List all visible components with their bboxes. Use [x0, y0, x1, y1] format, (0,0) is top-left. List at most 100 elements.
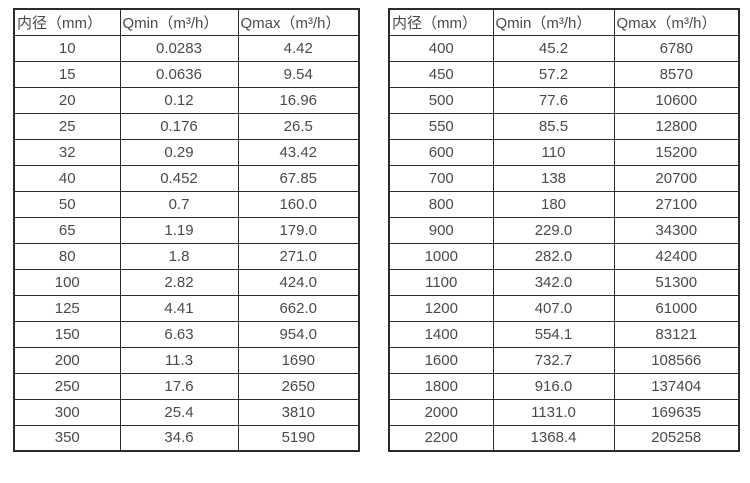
table-row: 1400 554.1 83121	[388, 320, 740, 348]
table-cell: 954.0	[237, 320, 360, 348]
table-cell: 1131.0	[492, 398, 615, 426]
table-cell: 20	[13, 86, 121, 114]
table-cell: 15200	[613, 138, 740, 166]
table-cell: 0.0636	[119, 60, 239, 88]
table-cell: 407.0	[492, 294, 615, 322]
table-cell: 0.452	[119, 164, 239, 192]
table-cell: 80	[13, 242, 121, 270]
column-header: 内径（mm）	[13, 8, 121, 36]
table-cell: 34.6	[119, 424, 239, 452]
column-header: Qmax（m³/h）	[613, 8, 740, 36]
table-cell: 229.0	[492, 216, 615, 244]
table-cell: 9.54	[237, 60, 360, 88]
table-cell: 83121	[613, 320, 740, 348]
table-cell: 1368.4	[492, 424, 615, 452]
column-header: Qmin（m³/h）	[492, 8, 615, 36]
table-cell: 350	[13, 424, 121, 452]
table-cell: 34300	[613, 216, 740, 244]
flow-table-large-diameters: 内径（mm） Qmin（m³/h） Qmax（m³/h） 400 45.2 6780 45…	[388, 8, 740, 452]
table-cell: 6.63	[119, 320, 239, 348]
table-cell: 65	[13, 216, 121, 244]
table-row: 20 0.12 16.96	[13, 86, 360, 114]
table-cell: 1100	[388, 268, 494, 296]
table-cell: 27100	[613, 190, 740, 218]
table-cell: 45.2	[492, 34, 615, 62]
table-cell: 4.41	[119, 294, 239, 322]
table-row: 1100 342.0 51300	[388, 268, 740, 296]
table-cell: 20700	[613, 164, 740, 192]
table-row: 200 11.3 1690	[13, 346, 360, 374]
table-cell: 43.42	[237, 138, 360, 166]
table-cell: 16.96	[237, 86, 360, 114]
table-cell: 100	[13, 268, 121, 296]
table-cell: 2000	[388, 398, 494, 426]
table-cell: 11.3	[119, 346, 239, 374]
table-row: 300 25.4 3810	[13, 398, 360, 426]
table-cell: 77.6	[492, 86, 615, 114]
table-cell: 732.7	[492, 346, 615, 374]
table-cell: 554.1	[492, 320, 615, 348]
table-cell: 450	[388, 60, 494, 88]
table-row: 125 4.41 662.0	[13, 294, 360, 322]
table-cell: 342.0	[492, 268, 615, 296]
table-cell: 916.0	[492, 372, 615, 400]
table-row: 500 77.6 10600	[388, 86, 740, 114]
table-row: 800 180 27100	[388, 190, 740, 218]
table-cell: 1600	[388, 346, 494, 374]
table-cell: 271.0	[237, 242, 360, 270]
table-cell: 179.0	[237, 216, 360, 244]
table-row: 50 0.7 160.0	[13, 190, 360, 218]
table-cell: 1000	[388, 242, 494, 270]
table-cell: 1.8	[119, 242, 239, 270]
table-row: 700 138 20700	[388, 164, 740, 192]
table-cell: 600	[388, 138, 494, 166]
table-cell: 300	[13, 398, 121, 426]
table-cell: 51300	[613, 268, 740, 296]
table-cell: 4.42	[237, 34, 360, 62]
table-cell: 700	[388, 164, 494, 192]
table-cell: 2650	[237, 372, 360, 400]
table-cell: 1200	[388, 294, 494, 322]
table-cell: 138	[492, 164, 615, 192]
table-cell: 500	[388, 86, 494, 114]
table-cell: 2200	[388, 424, 494, 452]
table-cell: 32	[13, 138, 121, 166]
table-cell: 424.0	[237, 268, 360, 296]
table-cell: 282.0	[492, 242, 615, 270]
header-row: 内径（mm） Qmin（m³/h） Qmax（m³/h）	[13, 8, 360, 36]
table-cell: 160.0	[237, 190, 360, 218]
table-cell: 2.82	[119, 268, 239, 296]
table-cell: 57.2	[492, 60, 615, 88]
table-row: 250 17.6 2650	[13, 372, 360, 400]
table-cell: 17.6	[119, 372, 239, 400]
table-cell: 5190	[237, 424, 360, 452]
table-cell: 0.7	[119, 190, 239, 218]
table-cell: 10	[13, 34, 121, 62]
table-cell: 1400	[388, 320, 494, 348]
table-cell: 8570	[613, 60, 740, 88]
table-cell: 200	[13, 346, 121, 374]
table-row: 10 0.0283 4.42	[13, 34, 360, 62]
table-cell: 125	[13, 294, 121, 322]
table-cell: 550	[388, 112, 494, 140]
table-cell: 900	[388, 216, 494, 244]
table-row: 1600 732.7 108566	[388, 346, 740, 374]
table-row: 1200 407.0 61000	[388, 294, 740, 322]
table-cell: 800	[388, 190, 494, 218]
table-cell: 662.0	[237, 294, 360, 322]
table-row: 32 0.29 43.42	[13, 138, 360, 166]
table-cell: 0.176	[119, 112, 239, 140]
table-cell: 150	[13, 320, 121, 348]
table-row: 350 34.6 5190	[13, 424, 360, 452]
table-cell: 137404	[613, 372, 740, 400]
column-header: Qmax（m³/h）	[237, 8, 360, 36]
table-row: 25 0.176 26.5	[13, 112, 360, 140]
flow-table-small-diameters: 内径（mm） Qmin（m³/h） Qmax（m³/h） 10 0.0283 4.42 1…	[13, 8, 360, 452]
table-cell: 6780	[613, 34, 740, 62]
table-row: 40 0.452 67.85	[13, 164, 360, 192]
table-cell: 110	[492, 138, 615, 166]
table-row: 1000 282.0 42400	[388, 242, 740, 270]
table-row: 550 85.5 12800	[388, 112, 740, 140]
table-cell: 67.85	[237, 164, 360, 192]
table-cell: 169635	[613, 398, 740, 426]
